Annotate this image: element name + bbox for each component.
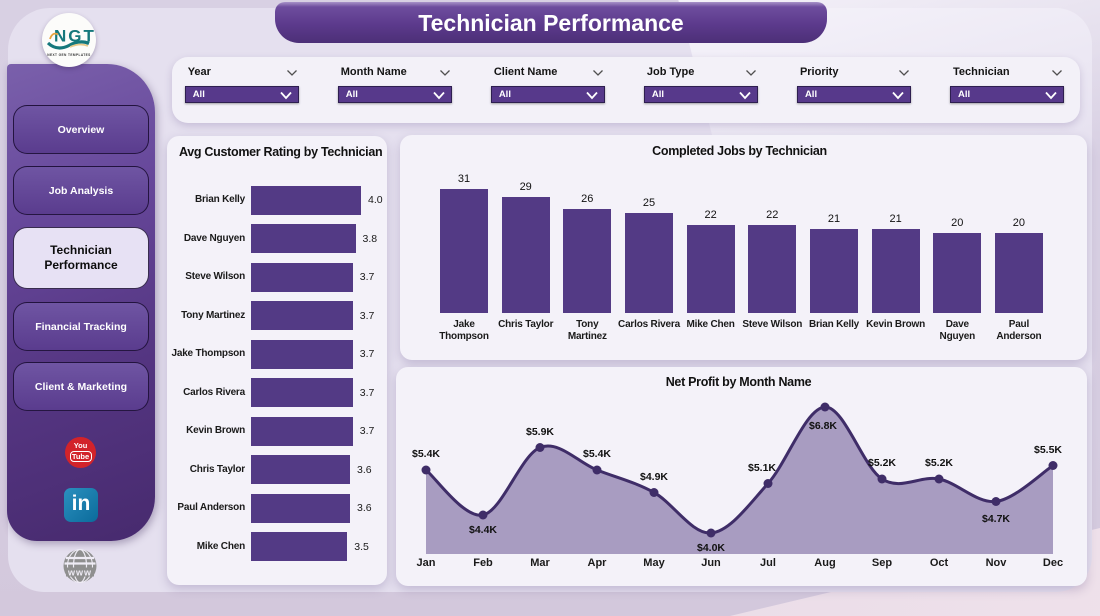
svg-text:NEXT GEN TEMPLATES: NEXT GEN TEMPLATES xyxy=(47,53,90,57)
svg-text:www: www xyxy=(67,568,92,578)
